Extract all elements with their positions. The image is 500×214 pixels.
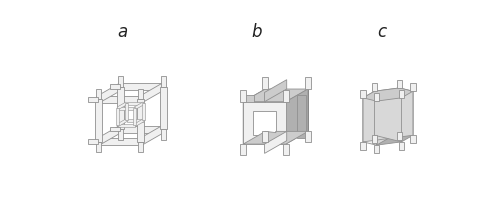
Polygon shape — [252, 111, 276, 135]
Polygon shape — [98, 138, 141, 145]
Polygon shape — [240, 90, 246, 102]
Polygon shape — [374, 88, 400, 135]
Polygon shape — [410, 135, 416, 143]
Polygon shape — [138, 100, 144, 142]
Polygon shape — [139, 126, 165, 145]
Polygon shape — [240, 144, 246, 155]
Polygon shape — [138, 142, 143, 152]
Polygon shape — [96, 126, 122, 145]
Polygon shape — [98, 96, 141, 103]
Polygon shape — [126, 102, 144, 105]
Polygon shape — [125, 103, 128, 120]
Polygon shape — [363, 91, 413, 142]
Polygon shape — [96, 89, 101, 100]
Polygon shape — [360, 142, 366, 150]
Polygon shape — [398, 142, 404, 150]
Text: c: c — [378, 23, 387, 41]
Polygon shape — [139, 84, 165, 103]
Polygon shape — [243, 89, 308, 102]
Polygon shape — [376, 98, 402, 145]
Polygon shape — [398, 90, 404, 98]
Polygon shape — [110, 127, 120, 131]
Polygon shape — [120, 126, 163, 132]
Polygon shape — [88, 139, 99, 144]
Polygon shape — [117, 119, 128, 126]
Polygon shape — [374, 93, 379, 101]
Polygon shape — [118, 124, 135, 127]
Polygon shape — [262, 131, 268, 142]
Polygon shape — [118, 129, 123, 140]
Polygon shape — [374, 91, 402, 142]
Polygon shape — [117, 102, 128, 110]
Polygon shape — [374, 145, 379, 153]
Polygon shape — [134, 119, 144, 126]
Polygon shape — [96, 142, 101, 152]
Polygon shape — [363, 98, 376, 145]
Polygon shape — [402, 91, 413, 142]
Polygon shape — [96, 84, 122, 103]
Polygon shape — [262, 77, 268, 89]
Polygon shape — [266, 89, 308, 131]
Polygon shape — [134, 102, 144, 110]
Polygon shape — [118, 107, 135, 110]
Polygon shape — [297, 95, 306, 138]
Polygon shape — [264, 131, 286, 153]
Polygon shape — [372, 83, 378, 91]
Polygon shape — [116, 108, 119, 125]
Polygon shape — [134, 108, 136, 125]
Polygon shape — [372, 135, 378, 143]
Polygon shape — [142, 103, 145, 120]
Polygon shape — [120, 83, 163, 90]
Polygon shape — [410, 83, 416, 91]
Polygon shape — [243, 102, 286, 144]
Polygon shape — [363, 91, 374, 142]
Polygon shape — [305, 131, 311, 142]
Polygon shape — [397, 132, 402, 140]
Polygon shape — [95, 100, 102, 142]
Polygon shape — [88, 97, 99, 102]
Polygon shape — [117, 87, 124, 129]
Polygon shape — [118, 76, 123, 87]
Text: a: a — [118, 23, 128, 41]
Polygon shape — [286, 89, 308, 144]
Polygon shape — [363, 88, 413, 101]
Polygon shape — [160, 87, 166, 129]
Polygon shape — [360, 90, 366, 98]
Polygon shape — [400, 88, 413, 135]
Text: b: b — [251, 23, 262, 41]
Polygon shape — [138, 89, 143, 100]
Polygon shape — [110, 84, 120, 89]
Polygon shape — [305, 77, 311, 89]
Polygon shape — [376, 88, 400, 145]
Polygon shape — [283, 144, 289, 155]
Polygon shape — [245, 95, 254, 138]
Polygon shape — [126, 119, 144, 122]
Polygon shape — [264, 80, 286, 102]
Polygon shape — [160, 76, 166, 87]
Polygon shape — [243, 89, 266, 144]
Polygon shape — [283, 90, 289, 102]
Polygon shape — [160, 129, 166, 140]
Polygon shape — [243, 131, 308, 144]
Polygon shape — [397, 80, 402, 88]
